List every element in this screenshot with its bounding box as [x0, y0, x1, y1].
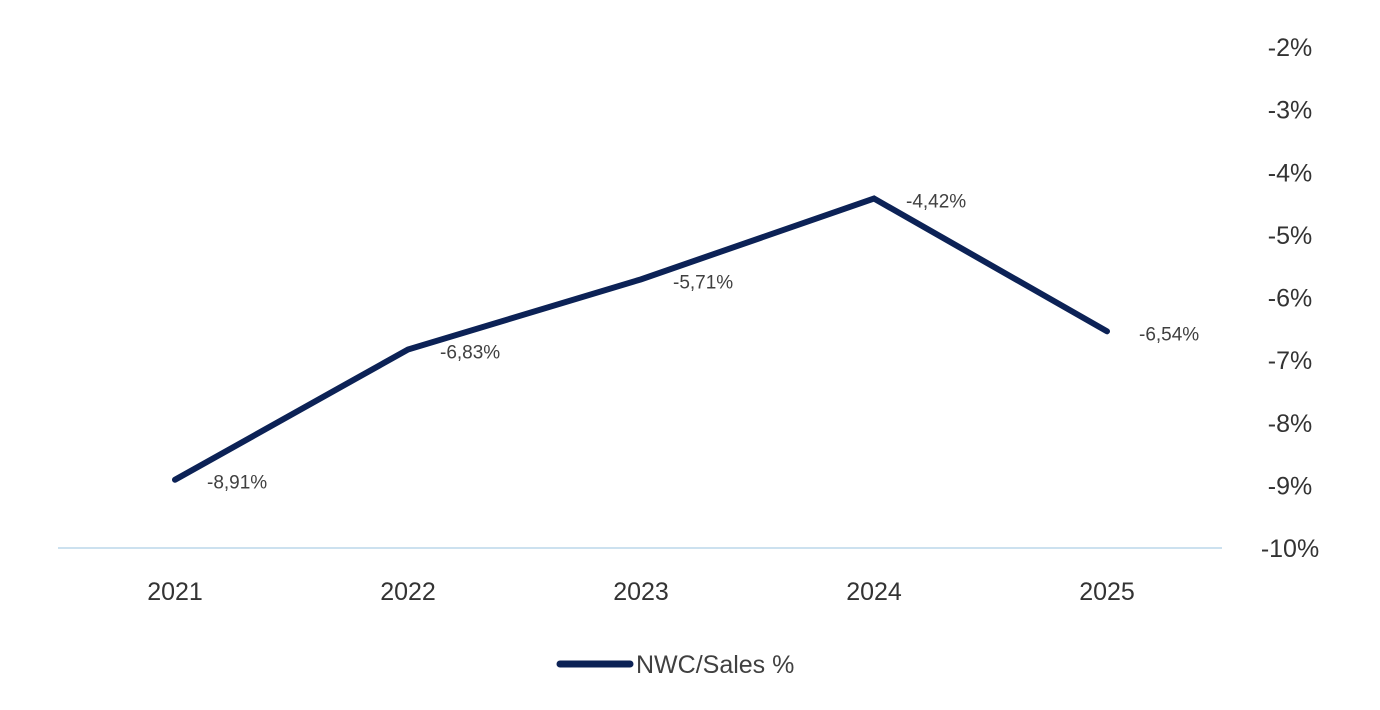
data-label: -8,91% — [207, 473, 267, 494]
y-tick-label: -9% — [1268, 472, 1312, 500]
y-tick-label: -8% — [1268, 410, 1312, 438]
x-tick-label: 2022 — [380, 578, 436, 606]
legend-label: NWC/Sales % — [636, 651, 794, 679]
data-label: -6,83% — [440, 342, 500, 363]
y-tick-label: -4% — [1268, 159, 1312, 187]
y-tick-label: -6% — [1268, 285, 1312, 313]
x-tick-label: 2023 — [613, 578, 669, 606]
x-tick-label: 2025 — [1079, 578, 1135, 606]
data-label: -6,54% — [1139, 324, 1199, 345]
y-tick-label: -10% — [1261, 535, 1319, 563]
y-tick-label: -3% — [1268, 97, 1312, 125]
data-label: -5,71% — [673, 272, 733, 293]
y-tick-label: -7% — [1268, 347, 1312, 375]
x-tick-label: 2024 — [846, 578, 902, 606]
y-tick-label: -5% — [1268, 222, 1312, 250]
x-tick-label: 2021 — [147, 578, 203, 606]
series-line-nwc-sales — [172, 195, 1110, 483]
data-label: -4,42% — [906, 192, 966, 213]
y-tick-label: -2% — [1268, 34, 1312, 62]
